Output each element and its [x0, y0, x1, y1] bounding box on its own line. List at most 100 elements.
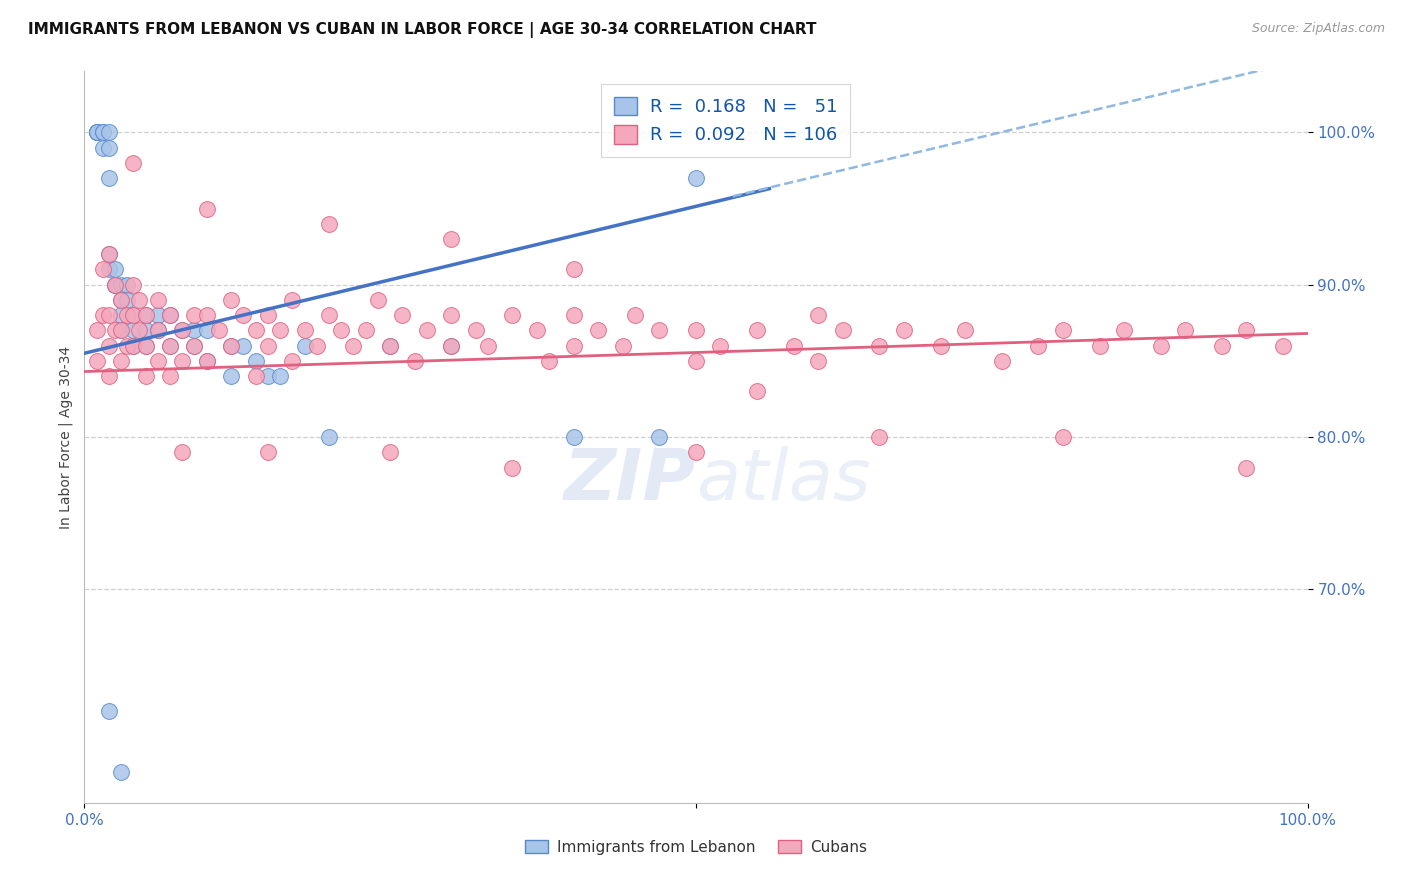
Point — [380, 339, 402, 353]
Point — [104, 277, 127, 292]
Point — [183, 339, 205, 353]
Point — [562, 339, 585, 353]
Point — [91, 308, 114, 322]
Point — [1236, 323, 1258, 337]
Point — [195, 323, 218, 337]
Point — [97, 247, 120, 261]
Point — [232, 308, 254, 322]
Point — [1052, 430, 1074, 444]
Point — [1174, 323, 1197, 337]
Point — [281, 293, 304, 307]
Point — [159, 339, 181, 353]
Point — [330, 323, 353, 337]
Point — [562, 262, 585, 277]
Point — [208, 323, 231, 337]
Point — [869, 339, 891, 353]
Point — [110, 293, 132, 307]
Point — [648, 430, 671, 444]
Point — [159, 369, 181, 384]
Text: IMMIGRANTS FROM LEBANON VS CUBAN IN LABOR FORCE | AGE 30-34 CORRELATION CHART: IMMIGRANTS FROM LEBANON VS CUBAN IN LABO… — [28, 22, 817, 38]
Point — [97, 247, 120, 261]
Point — [245, 369, 267, 384]
Point — [219, 339, 242, 353]
Point — [257, 308, 280, 322]
Point — [195, 308, 218, 322]
Point — [135, 308, 157, 322]
Point — [146, 323, 169, 337]
Point — [122, 156, 145, 170]
Point — [110, 308, 132, 322]
Point — [110, 277, 132, 292]
Point — [502, 308, 524, 322]
Point — [104, 323, 127, 337]
Point — [91, 140, 114, 154]
Point — [110, 323, 132, 337]
Point — [122, 277, 145, 292]
Point — [440, 308, 463, 322]
Point — [869, 430, 891, 444]
Point — [648, 323, 671, 337]
Point — [195, 354, 218, 368]
Text: atlas: atlas — [696, 447, 870, 516]
Point — [807, 308, 830, 322]
Point — [991, 354, 1014, 368]
Point — [135, 323, 157, 337]
Point — [115, 293, 138, 307]
Point — [110, 293, 132, 307]
Point — [342, 339, 364, 353]
Point — [104, 277, 127, 292]
Point — [257, 445, 280, 459]
Legend: Immigrants from Lebanon, Cubans: Immigrants from Lebanon, Cubans — [519, 834, 873, 861]
Point — [1088, 339, 1111, 353]
Point — [159, 308, 181, 322]
Point — [146, 354, 169, 368]
Point — [86, 125, 108, 139]
Point — [91, 125, 114, 139]
Point — [97, 705, 120, 719]
Text: ZIP: ZIP — [564, 447, 696, 516]
Point — [281, 354, 304, 368]
Point — [159, 339, 181, 353]
Point — [562, 308, 585, 322]
Point — [953, 323, 976, 337]
Point — [128, 293, 150, 307]
Point — [110, 323, 132, 337]
Point — [586, 323, 609, 337]
Point — [110, 354, 132, 368]
Point — [526, 323, 548, 337]
Point — [110, 765, 132, 780]
Point — [269, 323, 291, 337]
Point — [122, 323, 145, 337]
Point — [86, 354, 108, 368]
Point — [318, 217, 340, 231]
Point — [183, 323, 205, 337]
Point — [97, 339, 120, 353]
Point — [380, 339, 402, 353]
Point — [624, 308, 647, 322]
Point — [135, 369, 157, 384]
Y-axis label: In Labor Force | Age 30-34: In Labor Force | Age 30-34 — [59, 345, 73, 529]
Point — [1028, 339, 1050, 353]
Point — [195, 354, 218, 368]
Point — [97, 369, 120, 384]
Point — [440, 339, 463, 353]
Point — [1114, 323, 1136, 337]
Point — [783, 339, 806, 353]
Point — [245, 323, 267, 337]
Point — [172, 354, 194, 368]
Point — [367, 293, 389, 307]
Point — [1236, 460, 1258, 475]
Point — [257, 339, 280, 353]
Point — [1150, 339, 1173, 353]
Point — [354, 323, 377, 337]
Point — [612, 339, 634, 353]
Point — [245, 354, 267, 368]
Point — [318, 430, 340, 444]
Point — [146, 323, 169, 337]
Point — [135, 308, 157, 322]
Point — [97, 171, 120, 186]
Point — [538, 354, 561, 368]
Point — [104, 277, 127, 292]
Point — [1052, 323, 1074, 337]
Point — [294, 339, 316, 353]
